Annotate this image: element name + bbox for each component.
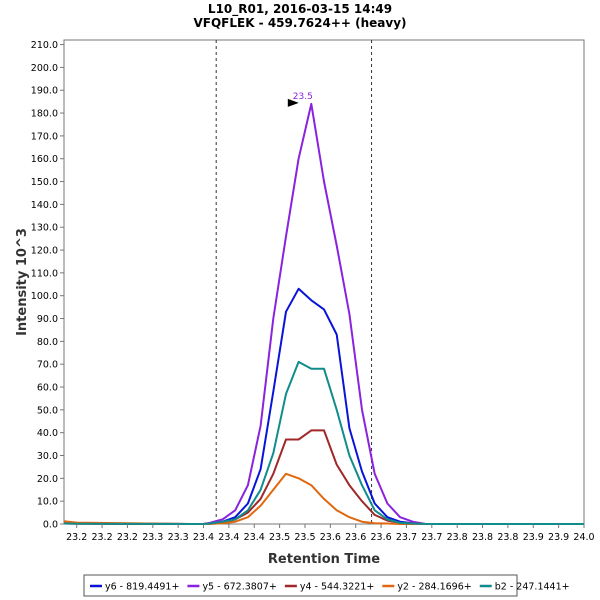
y-tick-label-4: 40.0 [37,428,58,439]
legend-item-2: y4 - 544.3221+ [284,582,374,593]
x-tick-label-3: 23.3 [142,532,163,543]
x-tick-label-20: 24.0 [573,532,594,543]
x-axis: 23.2 23.2 23.2 23.3 23.3 23.4 23.4 23.4 23.5 23.5… [66,524,595,543]
x-tick-label-10: 23.6 [320,532,341,543]
x-tick-label-13: 23.7 [396,532,417,543]
legend: y6 - 819.4491+ y5 - 672.3807+ y4 - 544.322… [90,582,570,593]
y-tick-label-3: 30.0 [37,451,58,462]
y-tick-label-11: 110.0 [31,268,58,279]
x-tick-label-8: 23.5 [269,532,290,543]
legend-label-3: y2 - 284.1696+ [397,582,471,593]
y-tick-label-9: 90.0 [37,314,58,325]
x-tick-label-5: 23.4 [193,532,214,543]
legend-item-1: y5 - 672.3807+ [187,582,277,593]
y-tick-label-13: 130.0 [31,223,58,234]
x-tick-label-17: 23.8 [497,532,518,543]
plot-area [63,39,585,525]
x-tick-label-16: 23.8 [472,532,493,543]
x-tick-label-18: 23.9 [523,532,544,543]
y-tick-label-12: 120.0 [31,246,58,257]
y-tick-label-6: 60.0 [37,383,58,394]
y-tick-label-21: 210.0 [31,40,58,51]
x-tick-label-12: 23.6 [370,532,391,543]
peak-arrow-icon [287,98,299,107]
y-tick-label-5: 50.0 [37,405,58,416]
chart-subtitle: VFQFLEK - 459.7624++ (heavy) [193,16,406,30]
x-tick-label-14: 23.7 [421,532,442,543]
peak-boundaries [215,40,373,524]
x-tick-label-1: 23.2 [91,532,112,543]
legend-label-2: y4 - 544.3221+ [300,582,374,593]
x-tick-label-7: 23.4 [244,532,265,543]
legend-item-4: b2 - 247.1441+ [479,582,570,593]
series-line-4 [63,360,584,525]
legend-item-0: y6 - 819.4491+ [90,582,179,593]
y-tick-label-15: 150.0 [31,177,58,188]
y-axis-label: Intensity 10^3 [15,228,30,336]
y-tick-label-2: 20.0 [37,474,58,485]
x-tick-label-15: 23.8 [447,532,468,543]
legend-label-0: y6 - 819.4491+ [105,582,179,593]
y-tick-label-8: 80.0 [37,337,58,348]
y-tick-label-19: 190.0 [31,86,58,97]
x-axis-label: Retention Time [268,552,380,567]
y-tick-label-14: 140.0 [31,200,58,211]
legend-label-4: b2 - 247.1441+ [495,582,570,593]
y-axis: 0.0 10.0 20.0 30.0 40.0 50.0 60.0 70.0 80.0 90.0 1… [31,40,64,531]
y-tick-label-10: 100.0 [31,291,58,302]
y-tick-label-20: 200.0 [31,63,58,74]
x-tick-label-19: 23.9 [548,532,569,543]
legend-label-1: y5 - 672.3807+ [202,582,276,593]
x-tick-label-9: 23.5 [294,532,315,543]
peak-label: 23.5 [293,92,313,102]
y-tick-label-7: 70.0 [37,360,58,371]
x-tick-label-0: 23.2 [66,532,87,543]
y-tick-label-17: 170.0 [31,131,58,142]
x-tick-label-2: 23.2 [117,532,138,543]
peak-annotation-group: 23.5 [287,92,313,107]
x-tick-label-11: 23.6 [345,532,366,543]
y-tick-label-1: 10.0 [37,497,58,508]
chart-title: L10_R01, 2016-03-15 14:49 [208,2,392,17]
y-tick-label-0: 0.0 [43,520,58,531]
series-lines [63,102,584,525]
x-tick-label-6: 23.4 [218,532,239,543]
y-tick-label-16: 160.0 [31,154,58,165]
y-tick-label-18: 180.0 [31,109,58,120]
x-tick-label-4: 23.3 [168,532,189,543]
legend-item-3: y2 - 284.1696+ [382,582,472,593]
legend-box [83,574,518,597]
